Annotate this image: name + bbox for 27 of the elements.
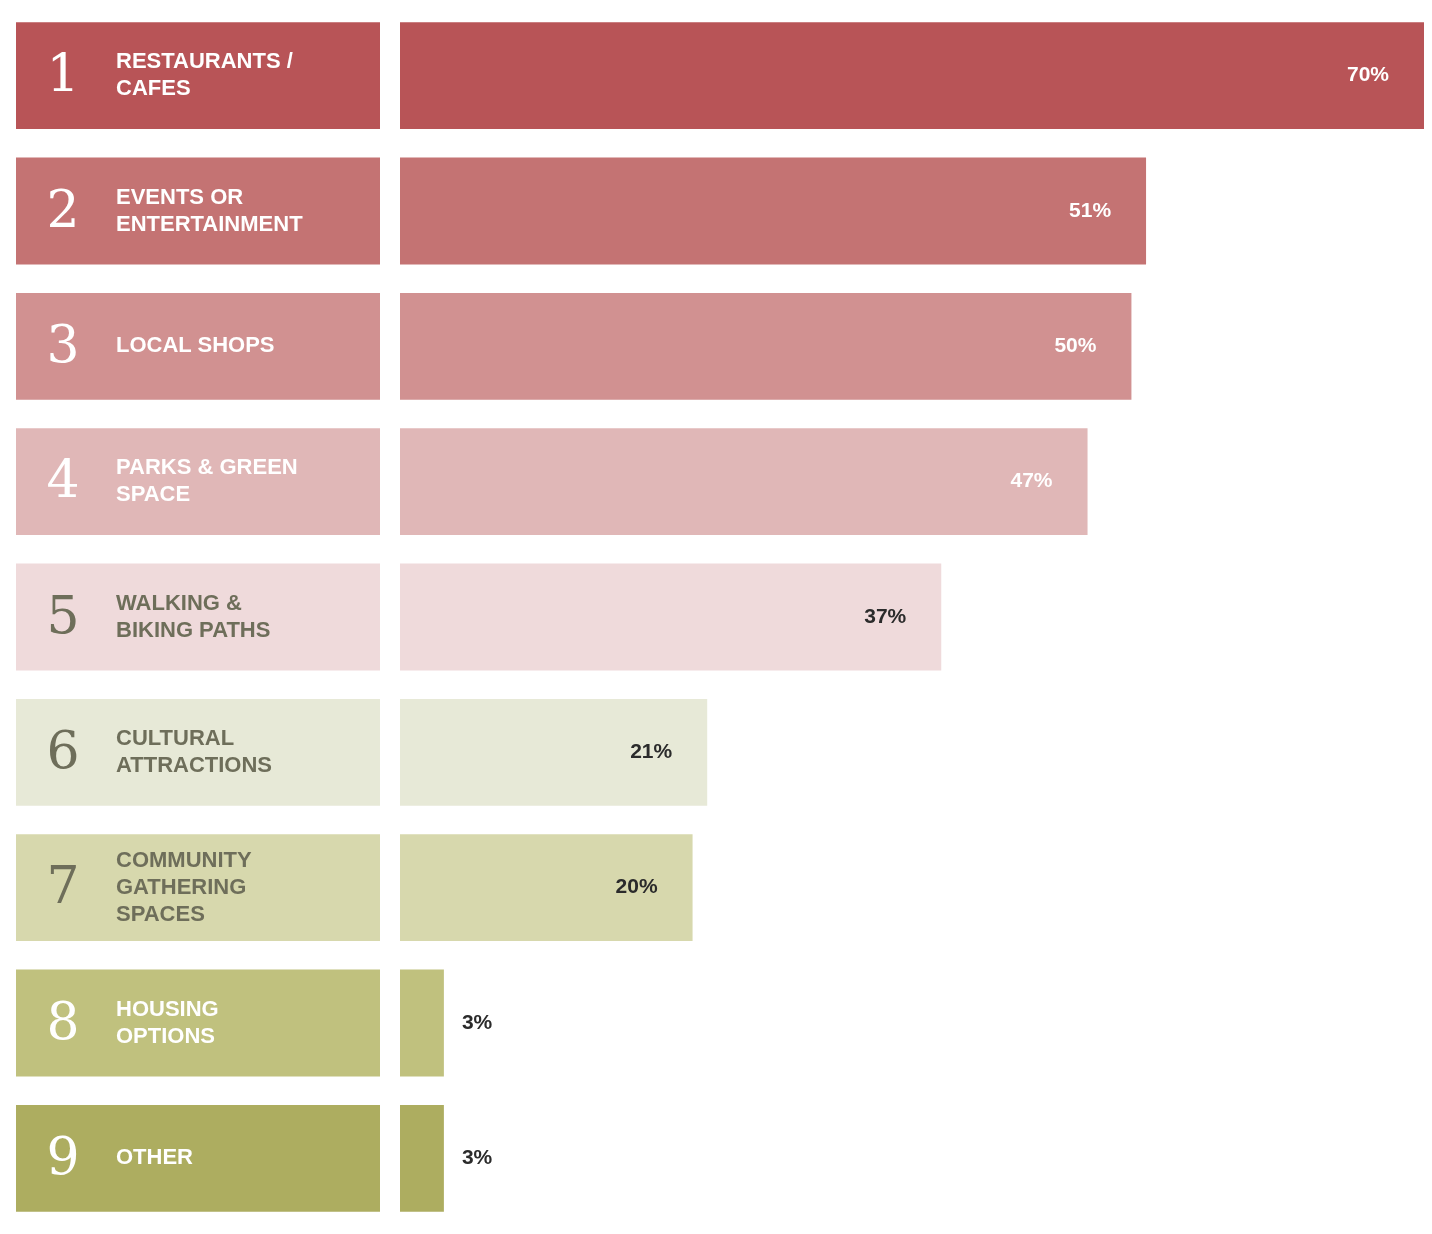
- data-label: 3%: [461, 1145, 493, 1169]
- y-tick-label: 1 RESTAURANTS / CAFES: [46, 43, 293, 104]
- y-tick-label: 3 LOCAL SHOPS: [46, 313, 275, 374]
- bar: [400, 22, 1424, 130]
- data-label: 21%: [630, 739, 673, 763]
- y-tick-label: 9 OTHER: [46, 1125, 194, 1186]
- y-tick-label: 8 HOUSING OPTIONS: [46, 990, 219, 1051]
- bar: [400, 292, 1132, 400]
- bar: [400, 157, 1147, 265]
- y-tick-label: 7 COMMUNITY GATHERING SPACES: [46, 846, 252, 926]
- data-label: 70%: [1346, 62, 1390, 86]
- data-label: 47%: [1010, 468, 1053, 492]
- data-label: 3%: [461, 1009, 493, 1033]
- data-label: 51%: [1069, 197, 1112, 221]
- y-tick-label: 5 WALKING & BIKING PATHS: [46, 584, 271, 645]
- data-label: 50%: [1054, 333, 1097, 357]
- bar: [400, 1104, 444, 1212]
- y-tick-label: 4 PARKS & GREEN SPACE: [46, 449, 298, 510]
- y-tick-label: 2 EVENTS OR ENTERTAINMENT: [46, 178, 304, 239]
- bar: [400, 969, 444, 1077]
- data-label: 20%: [615, 874, 658, 898]
- bar: [400, 698, 708, 806]
- data-label: 37%: [864, 603, 907, 627]
- bar: [400, 428, 1088, 536]
- bar: [400, 563, 942, 671]
- y-tick-label: 6 CULTURAL ATTRACTIONS: [46, 719, 273, 780]
- bar: [400, 834, 693, 942]
